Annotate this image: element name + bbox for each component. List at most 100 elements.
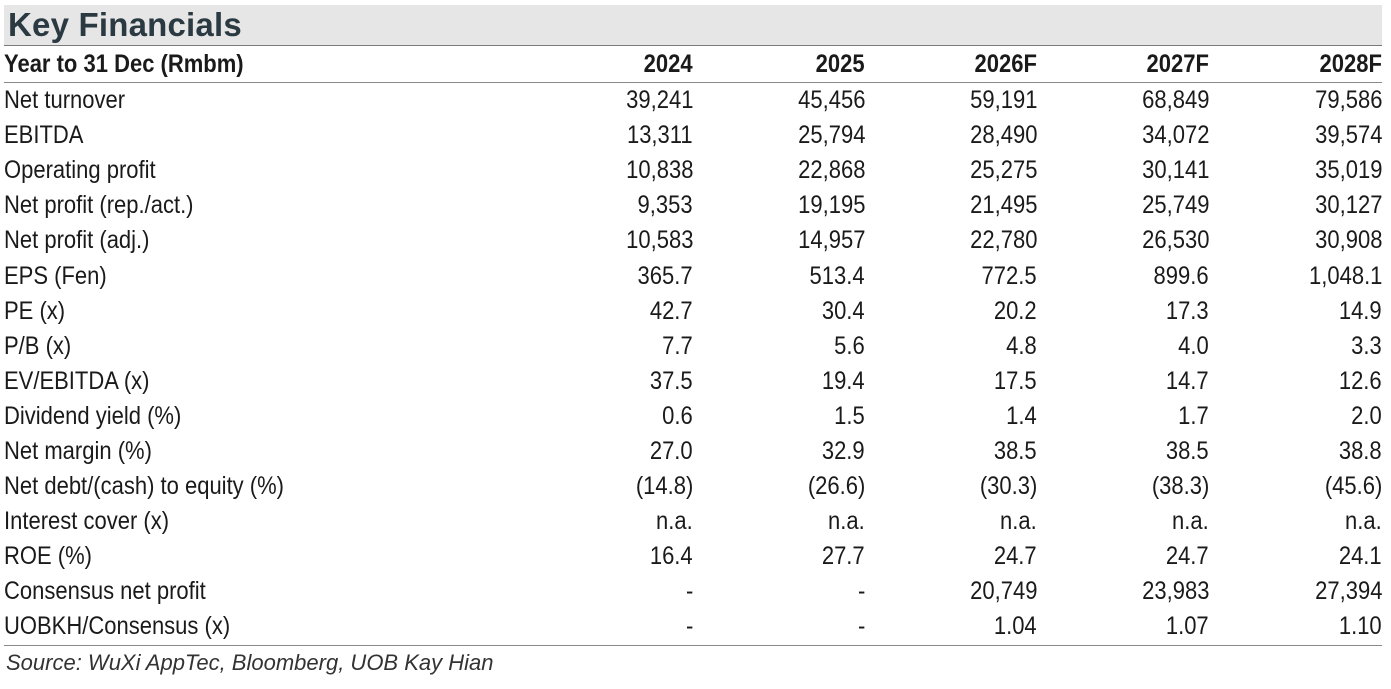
row-value: 38.5 bbox=[865, 434, 1037, 469]
row-value-text: n.a. bbox=[828, 507, 865, 536]
row-value-text: 365.7 bbox=[637, 261, 693, 290]
row-label-text: Net profit (adj.) bbox=[4, 226, 150, 255]
row-label: Net margin (%) bbox=[4, 434, 434, 469]
row-value-text: (30.3) bbox=[979, 472, 1037, 501]
row-value-text: 27.0 bbox=[650, 436, 693, 465]
row-value-text: 24.7 bbox=[1166, 542, 1209, 571]
row-value-text: 10,583 bbox=[625, 226, 693, 255]
row-value: 27.0 bbox=[434, 434, 693, 469]
row-value: 365.7 bbox=[434, 258, 693, 293]
row-value-text: 79,586 bbox=[1314, 86, 1382, 115]
table-row: Interest cover (x) n.a. n.a. n.a. n.a. n.a. bbox=[4, 504, 1382, 539]
row-value: 3.3 bbox=[1209, 329, 1382, 364]
row-label: Net debt/(cash) to equity (%) bbox=[4, 469, 434, 504]
row-value-text: 16.4 bbox=[650, 542, 693, 571]
row-value-text: 899.6 bbox=[1153, 261, 1209, 290]
row-value-text: 14.7 bbox=[1166, 366, 1209, 395]
row-value-text: 14.9 bbox=[1339, 296, 1382, 325]
header-year-text: 2026F bbox=[974, 50, 1037, 78]
table-row: UOBKH/Consensus (x) - - 1.04 1.07 1.10 bbox=[4, 609, 1382, 646]
row-value: 45,456 bbox=[693, 83, 865, 119]
row-label-text: Net margin (%) bbox=[4, 436, 152, 465]
row-value: 1.4 bbox=[865, 399, 1037, 434]
row-value-text: 59,191 bbox=[969, 86, 1037, 115]
row-value-text: 1.7 bbox=[1178, 401, 1209, 430]
table-row: Net profit (rep./act.) 9,353 19,195 21,495 2… bbox=[4, 188, 1382, 223]
table-title: Key Financials bbox=[8, 6, 242, 43]
row-value-text: 20,749 bbox=[969, 577, 1037, 606]
row-value-text: 38.5 bbox=[1166, 436, 1209, 465]
row-value-text: 26,530 bbox=[1141, 226, 1209, 255]
row-label: UOBKH/Consensus (x) bbox=[4, 609, 434, 646]
header-year-text: 2024 bbox=[644, 50, 693, 78]
row-label-text: Interest cover (x) bbox=[4, 507, 170, 536]
row-label-text: ROE (%) bbox=[4, 542, 92, 571]
row-value-text: (26.6) bbox=[807, 472, 865, 501]
row-value-text: n.a. bbox=[1000, 507, 1037, 536]
row-value-text: 20.2 bbox=[994, 296, 1037, 325]
row-value: 28,490 bbox=[865, 118, 1037, 153]
row-value-text: 3.3 bbox=[1351, 331, 1382, 360]
row-value-text: 30,141 bbox=[1141, 156, 1209, 185]
table-row: Net debt/(cash) to equity (%) (14.8) (26.6… bbox=[4, 469, 1382, 504]
header-label: Year to 31 Dec (Rmbm) bbox=[4, 47, 434, 83]
row-value-text: 45,456 bbox=[797, 86, 865, 115]
row-value-text: 35,019 bbox=[1314, 156, 1382, 185]
row-value-text: 22,780 bbox=[969, 226, 1037, 255]
source-note: Source: WuXi AppTec, Bloomberg, UOB Kay … bbox=[6, 650, 494, 675]
row-label: Interest cover (x) bbox=[4, 504, 434, 539]
table-row: Net turnover 39,241 45,456 59,191 68,849 79,5… bbox=[4, 83, 1382, 119]
row-value: n.a. bbox=[434, 504, 693, 539]
table-row: PE (x) 42.7 30.4 20.2 17.3 14.9 bbox=[4, 294, 1382, 329]
row-value: 513.4 bbox=[693, 258, 865, 293]
title-bar: Key Financials bbox=[4, 5, 1382, 46]
row-label-text: UOBKH/Consensus (x) bbox=[4, 612, 231, 641]
row-value: 25,275 bbox=[865, 153, 1037, 188]
row-value-text: 28,490 bbox=[969, 121, 1037, 150]
table-body: Net turnover 39,241 45,456 59,191 68,849 79,5… bbox=[4, 83, 1382, 646]
row-value: 22,868 bbox=[693, 153, 865, 188]
row-value-text: 30.4 bbox=[822, 296, 865, 325]
row-value-text: 772.5 bbox=[981, 261, 1037, 290]
row-value: n.a. bbox=[1037, 504, 1209, 539]
row-value: 2.0 bbox=[1209, 399, 1382, 434]
row-value: 59,191 bbox=[865, 83, 1037, 119]
header-year: 2027F bbox=[1037, 47, 1209, 83]
row-label-text: EPS (Fen) bbox=[4, 261, 107, 290]
row-value: 10,583 bbox=[434, 223, 693, 258]
row-value: - bbox=[434, 574, 693, 609]
row-value: 30,127 bbox=[1209, 188, 1382, 223]
row-value-text: 39,241 bbox=[625, 86, 693, 115]
row-label-text: Dividend yield (%) bbox=[4, 401, 182, 430]
row-value: 16.4 bbox=[434, 539, 693, 574]
row-value-text: 0.6 bbox=[662, 401, 693, 430]
table-row: EBITDA 13,311 25,794 28,490 34,072 39,574 bbox=[4, 118, 1382, 153]
header-year: 2024 bbox=[434, 47, 693, 83]
row-value: 30,141 bbox=[1037, 153, 1209, 188]
row-value: (38.3) bbox=[1037, 469, 1209, 504]
header-year-text: 2027F bbox=[1146, 50, 1209, 78]
row-value: n.a. bbox=[865, 504, 1037, 539]
row-value: 38.8 bbox=[1209, 434, 1382, 469]
row-value-text: 68,849 bbox=[1141, 86, 1209, 115]
row-value-text: 42.7 bbox=[650, 296, 693, 325]
row-value-text: 513.4 bbox=[809, 261, 865, 290]
row-label-text: Net debt/(cash) to equity (%) bbox=[4, 472, 285, 501]
row-value: (26.6) bbox=[693, 469, 865, 504]
row-value-text: 1.4 bbox=[1006, 401, 1037, 430]
row-value-text: 19,195 bbox=[797, 191, 865, 220]
row-label: EV/EBITDA (x) bbox=[4, 364, 434, 399]
row-value-text: 7.7 bbox=[662, 331, 693, 360]
key-financials-table: Year to 31 Dec (Rmbm) 2024 2025 2026F 20… bbox=[4, 47, 1382, 646]
row-label-text: Net profit (rep./act.) bbox=[4, 191, 194, 220]
row-value: 24.7 bbox=[865, 539, 1037, 574]
row-value: 1.7 bbox=[1037, 399, 1209, 434]
row-value: 1.5 bbox=[693, 399, 865, 434]
row-value-text: n.a. bbox=[656, 507, 693, 536]
row-value: - bbox=[693, 574, 865, 609]
row-value-text: 27,394 bbox=[1314, 577, 1382, 606]
row-value-text: - bbox=[685, 577, 693, 606]
row-value-text: 17.5 bbox=[994, 366, 1037, 395]
header-year-text: 2028F bbox=[1319, 50, 1382, 78]
row-value-text: 30,908 bbox=[1314, 226, 1382, 255]
